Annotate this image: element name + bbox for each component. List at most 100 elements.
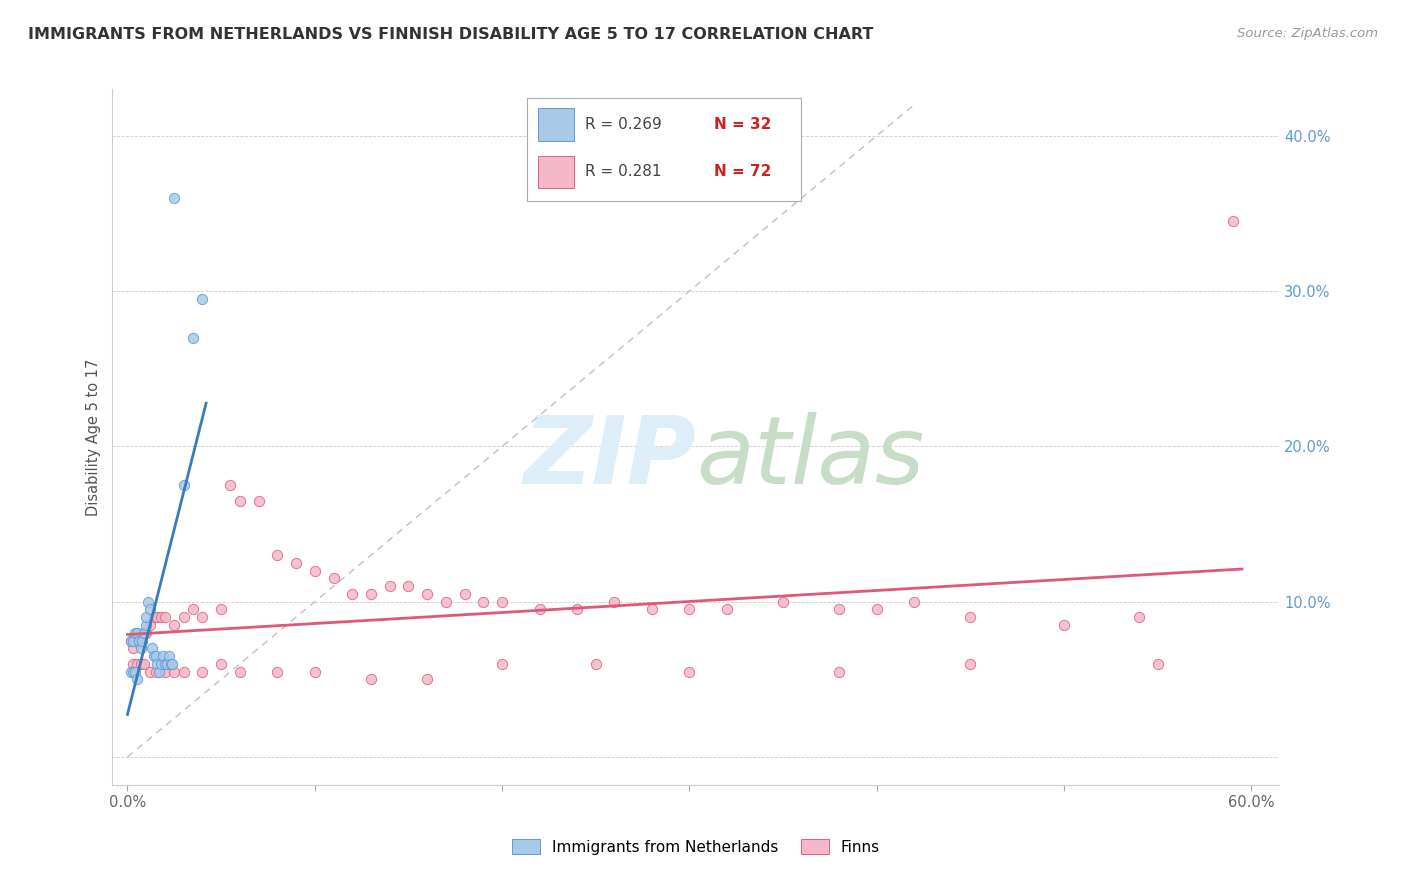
- Finns: [304, 564, 326, 578]
- Finns: [828, 665, 851, 679]
- Immigrants from Netherlands: [142, 648, 165, 663]
- Finns: [129, 633, 152, 648]
- Finns: [266, 665, 288, 679]
- Finns: [716, 602, 738, 616]
- Immigrants from Netherlands: [124, 625, 146, 640]
- FancyBboxPatch shape: [538, 109, 574, 141]
- Immigrants from Netherlands: [122, 665, 145, 679]
- Immigrants from Netherlands: [136, 595, 159, 609]
- Finns: [125, 657, 148, 671]
- Immigrants from Netherlands: [129, 641, 152, 656]
- Immigrants from Netherlands: [181, 331, 204, 345]
- Finns: [209, 657, 232, 671]
- Finns: [322, 571, 344, 585]
- Finns: [129, 657, 152, 671]
- Finns: [145, 665, 167, 679]
- Finns: [247, 493, 270, 508]
- Finns: [173, 610, 195, 624]
- Immigrants from Netherlands: [135, 618, 157, 632]
- Text: R = 0.281: R = 0.281: [585, 164, 661, 179]
- Finns: [139, 618, 162, 632]
- Finns: [959, 657, 981, 671]
- Immigrants from Netherlands: [125, 673, 148, 687]
- Finns: [453, 587, 475, 601]
- Finns: [191, 665, 214, 679]
- Finns: [229, 665, 252, 679]
- Finns: [150, 610, 173, 624]
- Finns: [122, 641, 145, 656]
- Legend: Immigrants from Netherlands, Finns: Immigrants from Netherlands, Finns: [506, 832, 886, 861]
- Finns: [772, 595, 794, 609]
- Finns: [434, 595, 457, 609]
- Finns: [396, 579, 419, 593]
- Immigrants from Netherlands: [128, 633, 150, 648]
- Finns: [153, 610, 176, 624]
- Immigrants from Netherlands: [120, 633, 142, 648]
- Finns: [125, 625, 148, 640]
- Immigrants from Netherlands: [152, 648, 174, 663]
- Finns: [378, 579, 401, 593]
- Immigrants from Netherlands: [131, 633, 153, 648]
- Finns: [1053, 618, 1076, 632]
- Immigrants from Netherlands: [146, 657, 169, 671]
- Immigrants from Netherlands: [163, 191, 186, 205]
- Y-axis label: Disability Age 5 to 17: Disability Age 5 to 17: [86, 359, 101, 516]
- Finns: [209, 602, 232, 616]
- Finns: [153, 665, 176, 679]
- Text: IMMIGRANTS FROM NETHERLANDS VS FINNISH DISABILITY AGE 5 TO 17 CORRELATION CHART: IMMIGRANTS FROM NETHERLANDS VS FINNISH D…: [28, 27, 873, 42]
- Finns: [360, 673, 382, 687]
- Immigrants from Netherlands: [124, 665, 146, 679]
- FancyBboxPatch shape: [538, 155, 574, 188]
- Finns: [139, 665, 162, 679]
- Immigrants from Netherlands: [173, 478, 195, 492]
- Finns: [1222, 214, 1244, 228]
- Finns: [131, 633, 153, 648]
- Immigrants from Netherlands: [150, 657, 173, 671]
- Immigrants from Netherlands: [125, 625, 148, 640]
- Immigrants from Netherlands: [139, 602, 162, 616]
- Finns: [229, 493, 252, 508]
- Immigrants from Netherlands: [156, 657, 179, 671]
- Finns: [285, 556, 308, 570]
- Finns: [1128, 610, 1150, 624]
- Immigrants from Netherlands: [134, 625, 156, 640]
- Finns: [491, 595, 513, 609]
- Finns: [529, 602, 551, 616]
- Finns: [134, 657, 156, 671]
- Finns: [219, 478, 242, 492]
- Immigrants from Netherlands: [120, 665, 142, 679]
- Immigrants from Netherlands: [191, 292, 214, 306]
- Finns: [191, 610, 214, 624]
- Immigrants from Netherlands: [141, 641, 163, 656]
- Text: atlas: atlas: [696, 412, 924, 503]
- Immigrants from Netherlands: [145, 648, 167, 663]
- Finns: [342, 587, 364, 601]
- Text: R = 0.269: R = 0.269: [585, 117, 662, 132]
- Finns: [360, 587, 382, 601]
- Finns: [146, 610, 169, 624]
- Finns: [134, 625, 156, 640]
- Finns: [120, 633, 142, 648]
- Finns: [678, 602, 700, 616]
- Finns: [585, 657, 607, 671]
- Finns: [304, 665, 326, 679]
- Finns: [142, 610, 165, 624]
- Finns: [266, 548, 288, 562]
- Finns: [866, 602, 889, 616]
- Finns: [122, 657, 145, 671]
- Finns: [181, 602, 204, 616]
- Text: ZIP: ZIP: [523, 412, 696, 504]
- Finns: [959, 610, 981, 624]
- Immigrants from Netherlands: [157, 648, 180, 663]
- Text: N = 32: N = 32: [714, 117, 770, 132]
- Immigrants from Netherlands: [159, 657, 181, 671]
- Finns: [124, 633, 146, 648]
- Finns: [163, 618, 186, 632]
- Finns: [416, 673, 439, 687]
- Finns: [491, 657, 513, 671]
- Finns: [603, 595, 626, 609]
- Finns: [128, 633, 150, 648]
- FancyBboxPatch shape: [527, 98, 801, 201]
- Immigrants from Netherlands: [135, 610, 157, 624]
- Finns: [903, 595, 925, 609]
